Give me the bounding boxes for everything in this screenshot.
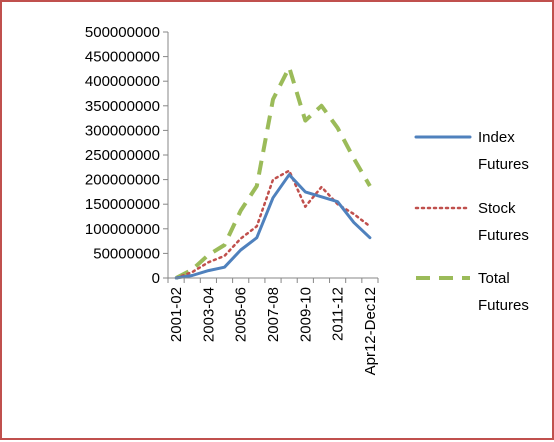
legend-label: Total (478, 270, 510, 287)
x-tick-label: 2007-08 (265, 287, 282, 342)
y-tick-label: 0 (152, 270, 160, 287)
legend-item-total-futures: Total Futures (416, 270, 529, 314)
y-tick-label: 450000000 (85, 49, 160, 66)
y-tick-label: 400000000 (85, 73, 160, 90)
x-tick-label: 2001-02 (168, 287, 185, 342)
y-tick-label: 350000000 (85, 98, 160, 115)
x-tick-label: 2005-06 (233, 287, 250, 342)
x-tick-label: 2011-12 (330, 287, 347, 341)
x-tick-label: Apr12-Dec12 (362, 287, 379, 375)
x-tick-label: 2009-10 (297, 287, 314, 342)
legend-label: Futures (478, 156, 529, 173)
y-tick-label: 200000000 (85, 172, 160, 189)
series-line-index-futures (174, 173, 372, 280)
y-tick-label: 300000000 (85, 122, 160, 139)
legend: Index Futures Stock Futures Total Futures (414, 129, 529, 314)
legend-label: Stock (478, 200, 516, 217)
x-tick-label: 2003-04 (200, 287, 217, 342)
legend-label: Futures (478, 297, 529, 314)
series-line-stock-futures (174, 169, 372, 280)
series-line-total-futures (175, 65, 372, 280)
x-axis-ticks: 2001-02 2003-04 2005-06 2007-08 2009-10 2011-… (167, 278, 379, 375)
y-tick-label: 500000000 (85, 24, 160, 41)
legend-label: Futures (478, 227, 529, 244)
legend-item-stock-futures: Stock Futures (414, 200, 529, 244)
y-tick-label: 100000000 (85, 221, 160, 238)
y-tick-label: 250000000 (85, 147, 160, 164)
legend-label: Index (478, 129, 515, 146)
y-axis-ticks: 0 50000000 100000000 150000000 200000000 2500… (85, 24, 168, 287)
series-lines (174, 65, 372, 280)
y-tick-label: 50000000 (93, 245, 160, 262)
y-tick-label: 150000000 (85, 196, 160, 213)
legend-item-index-futures: Index Futures (414, 129, 529, 173)
